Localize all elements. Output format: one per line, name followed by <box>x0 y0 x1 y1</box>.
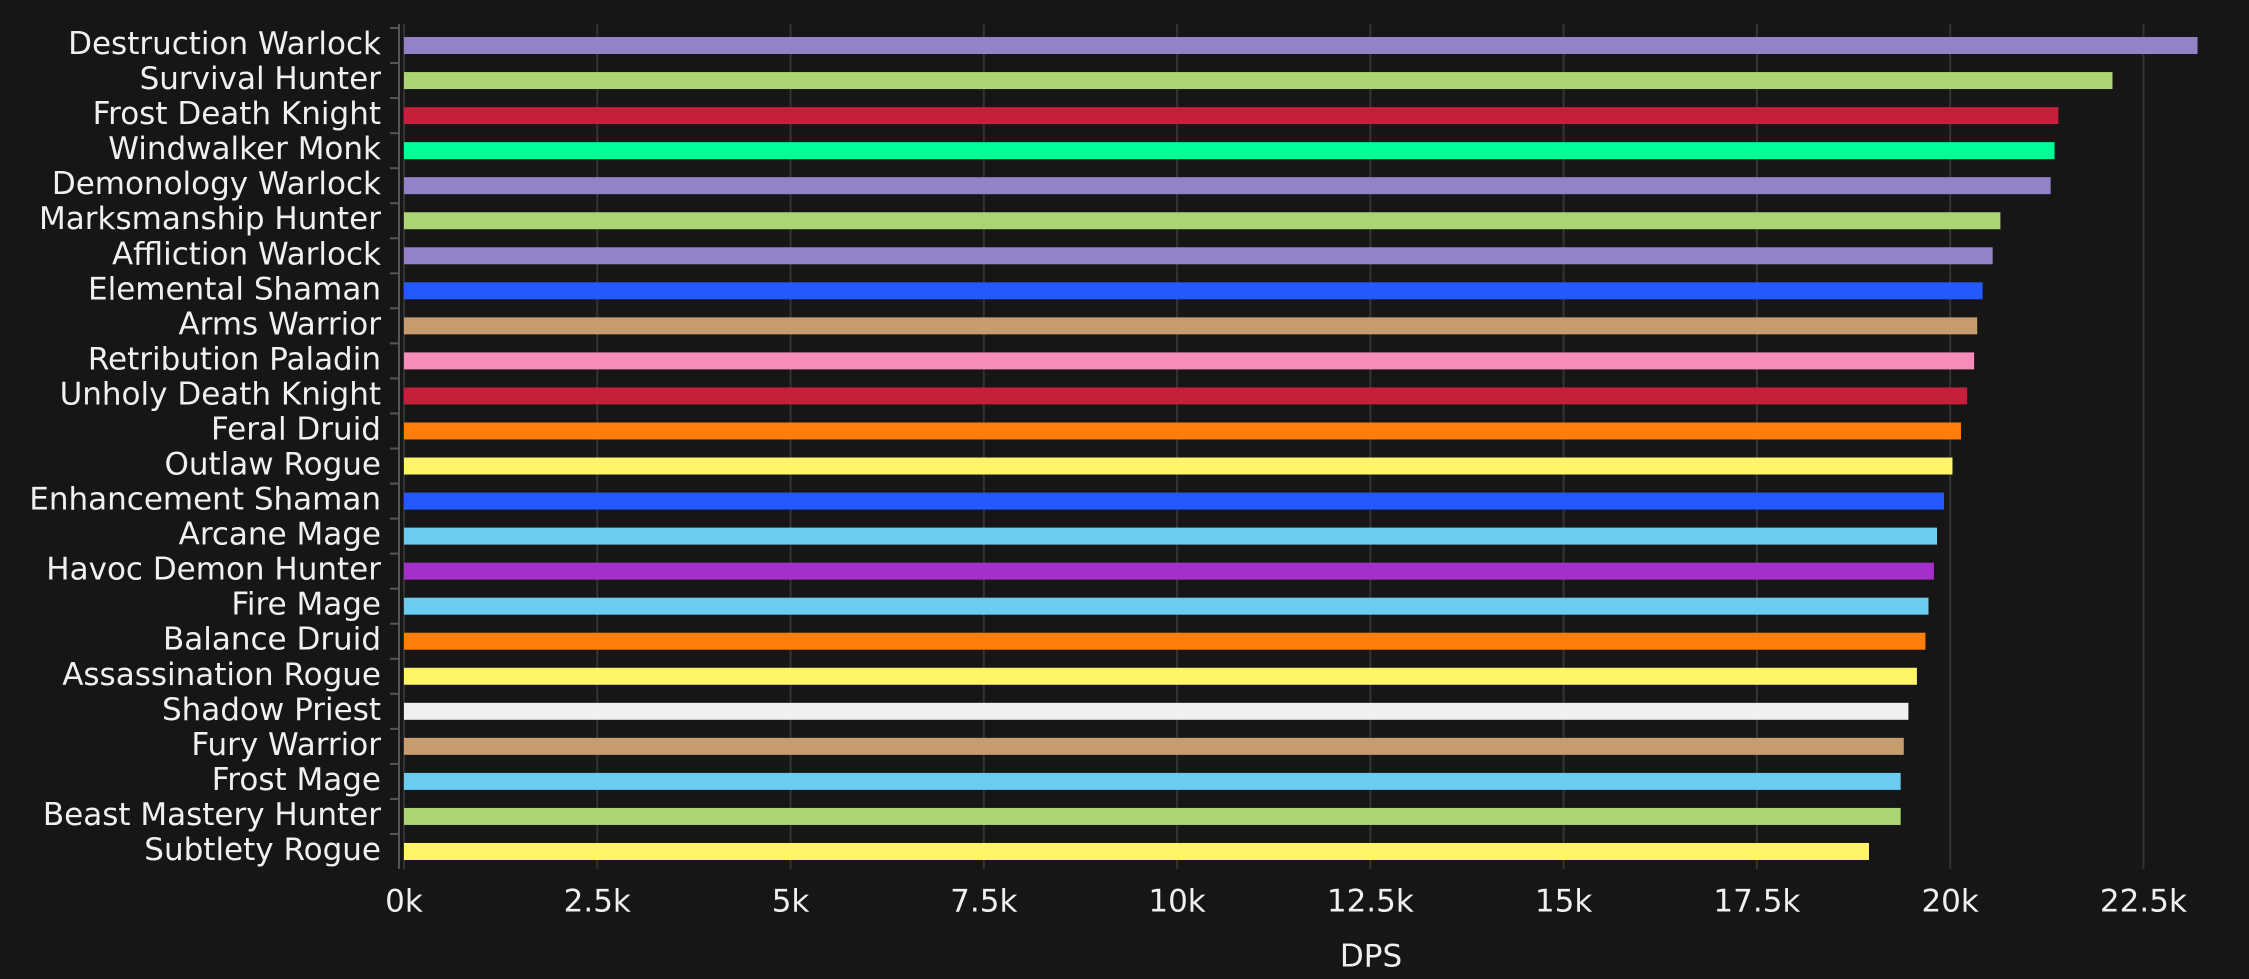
bar <box>404 422 1961 440</box>
y-tick-label: Beast Mastery Hunter <box>43 797 381 833</box>
bar <box>404 142 2055 160</box>
y-tick-label: Retribution Paladin <box>88 341 381 377</box>
y-tick-label: Havoc Demon Hunter <box>46 552 381 588</box>
bar <box>404 37 2198 55</box>
bar <box>404 632 1926 650</box>
y-tick-label: Shadow Priest <box>162 692 381 728</box>
x-tick-label: 5k <box>772 884 810 920</box>
y-tick-label: Assassination Rogue <box>62 657 381 693</box>
x-tick-label: 2.5k <box>564 884 631 920</box>
bar <box>404 667 1917 685</box>
y-tick-label: Frost Death Knight <box>93 96 381 132</box>
x-tick-label: 15k <box>1535 884 1592 920</box>
y-tick-label: Frost Mage <box>212 762 381 798</box>
y-tick-label: Marksmanship Hunter <box>39 201 381 237</box>
bar <box>404 702 1909 720</box>
bar <box>404 387 1968 405</box>
y-tick-label: Enhancement Shaman <box>29 482 381 518</box>
y-tick-label: Survival Hunter <box>140 61 382 97</box>
bar <box>404 527 1938 545</box>
x-tick-label: 10k <box>1148 884 1205 920</box>
bar <box>404 282 1983 300</box>
bar <box>404 737 1904 755</box>
bar <box>404 247 1993 265</box>
y-tick-label: Balance Druid <box>163 622 381 658</box>
bar <box>404 457 1953 475</box>
bar <box>404 842 1869 860</box>
x-tick-label: 7.5k <box>950 884 1017 920</box>
bar <box>404 562 1934 580</box>
bar <box>404 177 2051 195</box>
x-tick-label: 20k <box>1921 884 1978 920</box>
y-tick-label: Destruction Warlock <box>68 26 381 62</box>
x-tick-label: 17.5k <box>1713 884 1800 920</box>
y-tick-label: Subtlety Rogue <box>144 832 381 868</box>
x-axis-title: DPS <box>1340 939 1402 975</box>
y-tick-label: Demonology Warlock <box>52 166 381 202</box>
y-tick-label: Unholy Death Knight <box>60 376 381 412</box>
bar <box>404 492 1944 510</box>
bar <box>404 772 1901 790</box>
y-tick-label: Affliction Warlock <box>112 236 381 272</box>
bar <box>404 212 2001 230</box>
bar <box>404 72 2113 90</box>
y-tick-label: Arcane Mage <box>179 517 381 553</box>
y-tick-label: Elemental Shaman <box>88 271 381 307</box>
x-tick-label: 12.5k <box>1327 884 1414 920</box>
x-tick-label: 22.5k <box>2100 884 2187 920</box>
y-tick-label: Feral Druid <box>211 411 381 447</box>
y-tick-label: Windwalker Monk <box>108 131 381 167</box>
x-tick-label: 0k <box>385 884 423 920</box>
y-tick-label: Outlaw Rogue <box>164 447 381 483</box>
bar <box>404 352 1975 370</box>
bar <box>404 107 2059 125</box>
y-tick-label: Fury Warrior <box>191 727 381 763</box>
bar <box>404 597 1929 615</box>
bar <box>404 807 1901 825</box>
y-tick-label: Arms Warrior <box>178 306 381 342</box>
bar <box>404 317 1978 335</box>
y-tick-label: Fire Mage <box>231 587 381 623</box>
